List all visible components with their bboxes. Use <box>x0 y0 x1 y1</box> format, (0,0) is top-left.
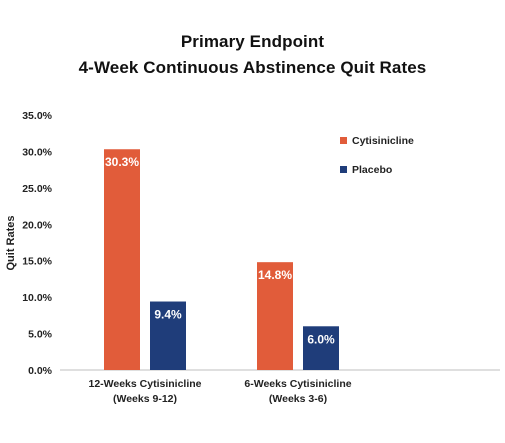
x-category-label: 12-Weeks Cytisinicline <box>88 378 201 390</box>
chart-title-line-2: 4-Week Continuous Abstinence Quit Rates <box>78 58 427 77</box>
y-tick-label: 35.0% <box>22 110 52 122</box>
x-category-label: (Weeks 9-12) <box>113 393 177 405</box>
x-category-label: 6-Weeks Cytisinicline <box>244 378 351 390</box>
bar-cytisinicline <box>257 262 293 370</box>
y-tick-label: 15.0% <box>22 256 52 268</box>
bar-placebo <box>303 326 339 370</box>
bar-placebo <box>150 301 186 370</box>
y-tick-label: 30.0% <box>22 146 52 158</box>
legend-label: Cytisinicline <box>352 135 414 147</box>
y-axis-label: Quit Rates <box>5 215 17 270</box>
legend-swatch <box>340 166 347 173</box>
x-category-label: (Weeks 3-6) <box>269 393 327 405</box>
legend-label: Placebo <box>352 164 392 176</box>
bar-cytisinicline <box>104 149 140 370</box>
y-tick-label: 25.0% <box>22 183 52 195</box>
bar-data-label: 14.8% <box>258 268 292 282</box>
y-tick-label: 5.0% <box>28 329 53 341</box>
chart-title-line-1: Primary Endpoint <box>180 32 325 51</box>
bar-data-label: 30.3% <box>105 155 139 169</box>
y-tick-label: 20.0% <box>22 219 52 231</box>
legend-swatch <box>340 137 347 144</box>
y-tick-label: 0.0% <box>28 365 53 377</box>
bar-data-label: 6.0% <box>307 332 335 346</box>
y-tick-label: 10.0% <box>22 292 52 304</box>
bar-data-label: 9.4% <box>154 308 182 322</box>
